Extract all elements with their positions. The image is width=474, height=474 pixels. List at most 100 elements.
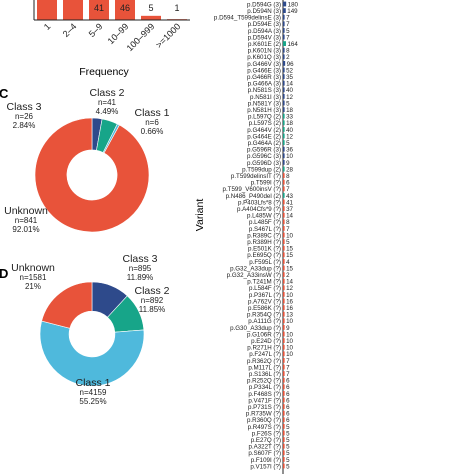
- variant-bar: [283, 186, 285, 192]
- slice-label-n: n=895: [129, 264, 152, 273]
- variant-bar: [283, 252, 285, 258]
- variant-bar: [283, 298, 285, 304]
- variant-bar: [283, 391, 285, 396]
- variant-label: p.K601E (2): [248, 41, 281, 48]
- variant-label: p.T241M (?): [247, 279, 281, 286]
- variant-bar: [283, 166, 285, 172]
- variant-bar: [283, 305, 285, 310]
- variant-label: p.T599delinsIT (?): [231, 173, 281, 180]
- variant-value: 5: [286, 444, 290, 451]
- freq-data-label: 5: [148, 3, 153, 13]
- variant-label: p.E501K (?): [248, 246, 281, 253]
- variant-value: 5: [286, 140, 290, 147]
- variant-value: 7: [286, 226, 290, 233]
- freq-bar: [89, 0, 109, 21]
- variant-bar: [283, 219, 285, 225]
- variant-value: 10: [286, 351, 293, 358]
- variant-label: p.R360Q (?): [247, 417, 281, 424]
- variant-bar: [283, 424, 285, 429]
- variant-bar: [283, 430, 285, 436]
- variant-bar: [283, 1, 287, 7]
- slice-label-pct: 11.89%: [127, 273, 154, 282]
- slice-label-n: n=841: [15, 216, 38, 225]
- variant-value: 5: [286, 100, 290, 107]
- variant-value: 5: [286, 463, 290, 470]
- variant-label: p.L584F (?): [249, 285, 281, 292]
- variant-bar: [283, 67, 285, 73]
- variant-value: 10: [286, 345, 293, 352]
- variant-value: 7: [286, 15, 290, 22]
- slice-label-name: Unknown: [11, 262, 55, 274]
- variant-bar: [283, 140, 285, 145]
- variant-bar: [283, 371, 285, 376]
- variant-value: 7: [286, 371, 290, 378]
- variant-value: 12: [286, 285, 293, 292]
- variant-ylabel: Variant: [194, 199, 206, 232]
- variant-bar: [283, 397, 285, 403]
- variant-label: p.T599_V600insV (?): [223, 186, 281, 193]
- slice-label-name: Class 1: [134, 107, 169, 119]
- variant-label: p.D594A (3): [248, 28, 281, 35]
- slice-label-name: Class 1: [75, 377, 110, 389]
- variant-label: p.F26S (?): [252, 430, 281, 437]
- slice-label-name: Class 2: [134, 285, 169, 297]
- variant-label: p.D594_T599delinsE (3): [214, 15, 281, 22]
- variant-value: 5: [286, 450, 290, 457]
- variant-bar: [283, 457, 285, 462]
- variant-label: p.G464V (2): [247, 127, 281, 134]
- variant-label: p.G32_A33dup (?): [230, 265, 281, 272]
- variant-label: p.G466A (3): [248, 81, 281, 88]
- variant-label: p.P403Lfs*8 (?): [238, 199, 281, 206]
- variant-label: p.E586K (?): [248, 305, 281, 312]
- slice-label-name: Class 3: [6, 101, 41, 113]
- variant-label: p.M117L (?): [248, 364, 281, 371]
- variant-bar: [283, 331, 285, 337]
- variant-bar: [283, 206, 285, 211]
- freq-data-label: 46: [120, 3, 130, 13]
- slice-label-pct: 11.85%: [139, 305, 166, 314]
- donut-slice: [34, 117, 150, 233]
- variant-bar: [283, 74, 285, 79]
- variant-value: 8: [286, 48, 290, 55]
- variant-value: 5: [286, 437, 290, 444]
- variant-bar: [283, 179, 285, 185]
- variant-value: 6: [286, 404, 290, 411]
- variant-label: p.E695Q (?): [247, 252, 281, 259]
- variant-value: 7: [286, 186, 290, 193]
- freq-data-label: 1: [174, 3, 179, 13]
- variant-bar: [283, 100, 285, 106]
- variant-bar: [283, 384, 285, 390]
- variant-label: p.N581Y (3): [248, 100, 281, 107]
- donut-c: Class 3n=262.84%Class 2n=414.49% Class 1n…: [4, 87, 170, 234]
- variant-bar: [283, 463, 285, 469]
- variant-bar: [283, 450, 285, 456]
- variant-label: p.F468S (?): [248, 391, 281, 398]
- variant-bar: [283, 239, 285, 244]
- variant-bar: [283, 127, 285, 132]
- variant-label: p.P334L (?): [249, 384, 281, 391]
- variant-bar: [283, 344, 285, 350]
- variant-bar: [283, 338, 285, 343]
- variant-bar: [283, 21, 285, 27]
- variant-label: p.G106R (?): [247, 331, 281, 338]
- slice-label-name: Class 2: [89, 87, 124, 99]
- variant-label: p.G30_A33dup (?): [230, 325, 281, 332]
- variant-bar: [283, 173, 285, 178]
- variant-value: 10: [286, 338, 293, 345]
- variant-label: p.L597S (2): [249, 120, 281, 127]
- variant-bar: [283, 318, 285, 324]
- variant-value: 43: [286, 193, 293, 200]
- variant-bar: [283, 14, 285, 20]
- variant-label: p.G464A (2): [248, 140, 281, 147]
- variant-value: 37: [286, 206, 293, 213]
- slice-label-n: n=26: [15, 112, 34, 121]
- variant-value: 6: [286, 417, 290, 424]
- variant-label: p.N581I (3): [250, 94, 281, 101]
- variant-label: p.D594G (3): [247, 1, 281, 8]
- variant-bar: [283, 351, 285, 357]
- freq-tick-label: 5–9: [87, 21, 105, 39]
